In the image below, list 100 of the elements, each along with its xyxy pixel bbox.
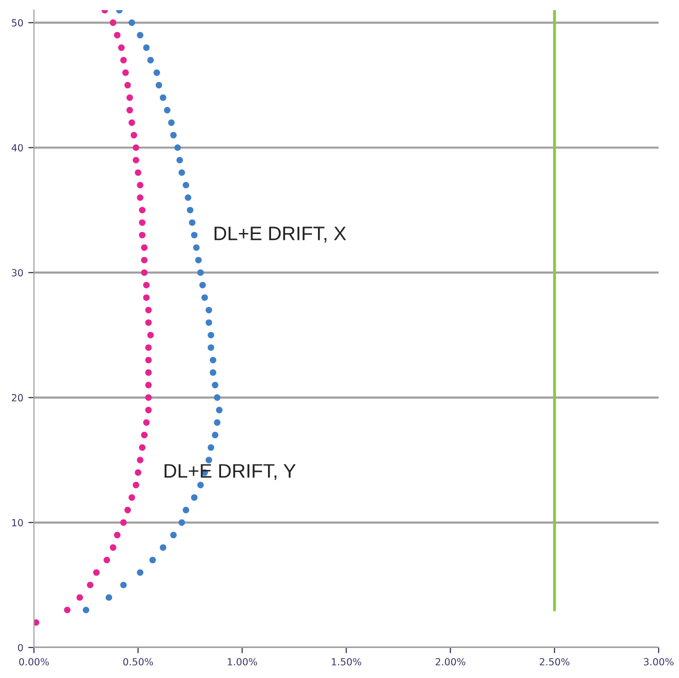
point <box>191 232 198 238</box>
point <box>145 306 152 314</box>
point <box>164 106 170 114</box>
point <box>132 156 140 164</box>
point <box>195 256 202 264</box>
point <box>208 344 214 351</box>
point <box>208 332 214 338</box>
point <box>160 544 166 551</box>
point <box>143 294 150 301</box>
point <box>206 306 212 314</box>
point <box>168 119 175 126</box>
point <box>120 56 127 64</box>
series-label: DL+E DRIFT, X <box>214 226 346 243</box>
point <box>176 156 183 164</box>
x-tick-label: 0.50% <box>123 658 153 666</box>
point <box>104 556 110 564</box>
point <box>208 444 214 451</box>
point <box>156 82 162 88</box>
point <box>178 519 186 526</box>
point <box>124 506 131 514</box>
point <box>110 19 116 26</box>
point <box>136 569 144 576</box>
point <box>86 582 94 588</box>
x-tick-label: 1.50% <box>332 658 362 666</box>
point <box>145 406 152 414</box>
point <box>178 169 186 176</box>
point <box>141 269 148 276</box>
point <box>126 94 133 101</box>
y-tick-label: 10 <box>12 519 23 526</box>
y-tick-label: 20 <box>12 394 23 402</box>
point <box>210 369 216 376</box>
point <box>128 119 136 126</box>
point <box>145 382 152 388</box>
point <box>141 432 148 438</box>
point <box>191 494 198 501</box>
point <box>143 419 150 426</box>
point <box>174 144 181 151</box>
point <box>147 332 154 338</box>
point <box>132 144 140 151</box>
point <box>130 132 138 138</box>
point <box>122 69 129 76</box>
point <box>136 32 144 38</box>
point <box>197 482 204 488</box>
point <box>199 282 206 288</box>
x-tick-label: 2.50% <box>540 658 570 666</box>
point <box>120 519 127 526</box>
point <box>120 582 127 588</box>
point <box>170 532 177 538</box>
point <box>126 106 133 114</box>
point <box>206 319 212 326</box>
point <box>145 369 152 376</box>
point <box>214 419 220 426</box>
point <box>145 344 152 351</box>
point <box>136 194 144 201</box>
point <box>132 482 140 488</box>
point <box>106 594 112 601</box>
point <box>193 244 200 251</box>
point <box>138 206 146 214</box>
point <box>124 82 131 88</box>
point <box>138 444 146 451</box>
point <box>212 432 218 438</box>
x-tick-label: 2.00% <box>436 658 466 666</box>
point <box>186 206 194 214</box>
point <box>93 569 100 576</box>
point <box>118 44 125 51</box>
point <box>34 619 40 626</box>
point <box>206 456 212 464</box>
point <box>143 44 150 51</box>
point <box>149 556 156 564</box>
point <box>145 394 152 401</box>
x-tick-label: 3.00% <box>644 658 674 666</box>
y-tick-label: 50 <box>12 19 23 26</box>
point <box>214 394 220 401</box>
point <box>128 494 136 501</box>
point <box>210 356 216 364</box>
point <box>114 532 120 538</box>
point <box>212 382 218 388</box>
point <box>114 32 120 38</box>
point <box>128 19 136 26</box>
point <box>184 194 192 201</box>
point <box>141 244 148 251</box>
point <box>76 594 84 601</box>
point <box>188 219 196 226</box>
x-tick-label: 1.00% <box>228 658 258 666</box>
point <box>154 69 160 76</box>
point <box>134 469 142 476</box>
point <box>170 132 177 138</box>
point <box>145 319 152 326</box>
point <box>143 282 150 288</box>
y-tick-label: 0 <box>18 644 23 652</box>
x-tick-label: 0.00% <box>19 658 49 666</box>
point <box>197 269 204 276</box>
point <box>201 294 208 301</box>
point <box>141 256 148 264</box>
y-tick-label: 40 <box>12 144 23 152</box>
series-label: DL+E DRIFT, Y <box>164 464 296 480</box>
point <box>136 456 144 464</box>
point <box>216 406 223 414</box>
point <box>134 169 142 176</box>
point <box>145 356 152 364</box>
